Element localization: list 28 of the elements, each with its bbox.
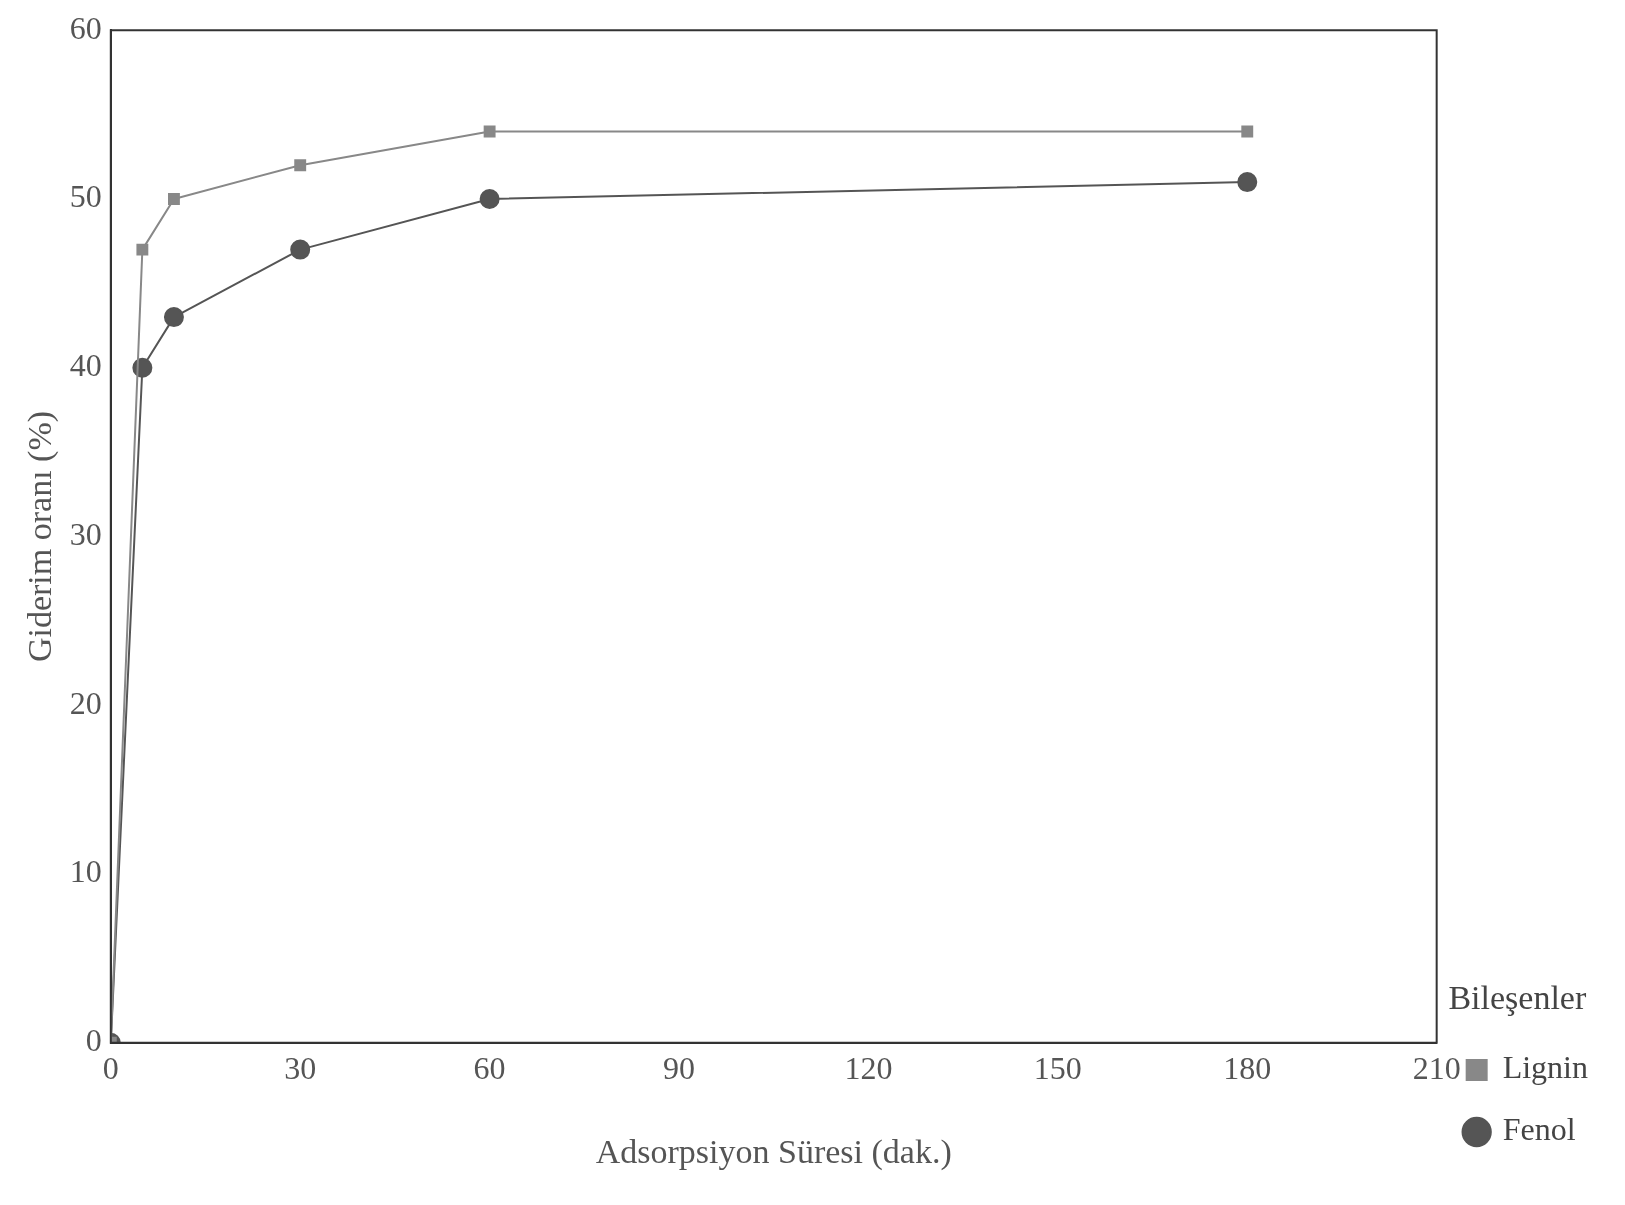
point — [294, 159, 307, 172]
legend-label: Fenol — [1502, 1111, 1576, 1148]
legend-title: Bileşenler — [1448, 979, 1587, 1017]
x-tick-label: 180 — [1223, 1050, 1272, 1087]
y-tick-label: 40 — [69, 347, 102, 384]
x-tick-label: 30 — [284, 1050, 317, 1087]
point — [163, 307, 184, 328]
x-tick-label: 210 — [1412, 1050, 1461, 1087]
legend-label: Lignin — [1502, 1049, 1588, 1086]
point — [483, 125, 496, 138]
point — [290, 239, 311, 260]
point — [479, 188, 500, 209]
y-axis-title: Giderim oranı (%) — [21, 410, 60, 663]
x-tick-label: 60 — [473, 1050, 506, 1087]
y-tick-label: 30 — [69, 515, 102, 552]
x-tick-label: 150 — [1033, 1050, 1082, 1087]
x-axis-title: Adsorpsiyon Süresi (dak.) — [595, 1132, 952, 1171]
point — [167, 193, 180, 205]
point — [1241, 125, 1254, 138]
y-tick-label: 0 — [85, 1022, 102, 1059]
point — [136, 243, 149, 256]
y-tick-label: 50 — [69, 178, 102, 215]
x-tick-label: 120 — [844, 1050, 893, 1087]
point — [1237, 172, 1258, 193]
y-tick-label: 10 — [69, 853, 102, 890]
x-tick-label: 90 — [663, 1050, 696, 1087]
y-tick-label: 20 — [69, 684, 102, 721]
y-tick-label: 60 — [69, 9, 102, 46]
